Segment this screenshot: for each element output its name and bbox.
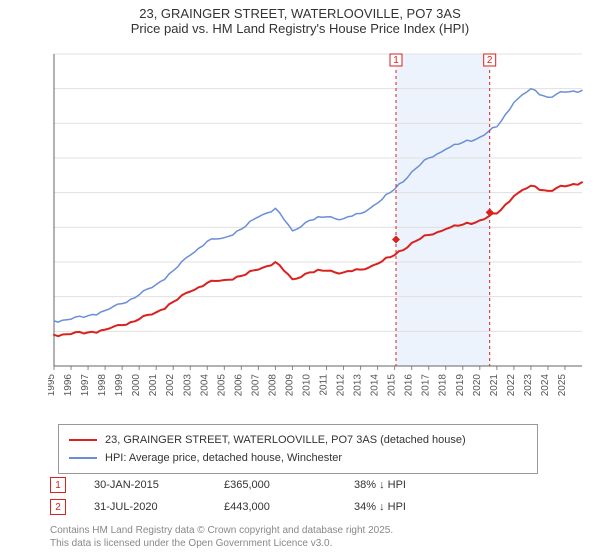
svg-text:2020: 2020: [472, 374, 483, 397]
svg-text:1995: 1995: [48, 374, 57, 397]
svg-text:2004: 2004: [199, 374, 210, 397]
svg-text:1997: 1997: [80, 374, 91, 397]
svg-text:1996: 1996: [63, 374, 74, 397]
title-line1: 23, GRAINGER STREET, WATERLOOVILLE, PO7 …: [10, 6, 590, 21]
transaction-delta: 38% ↓ HPI: [354, 479, 474, 491]
title-line2: Price paid vs. HM Land Registry's House …: [10, 21, 590, 36]
marker-number: 2: [55, 502, 61, 513]
legend-label: 23, GRAINGER STREET, WATERLOOVILLE, PO7 …: [105, 434, 466, 446]
svg-text:2017: 2017: [421, 374, 432, 397]
svg-text:2018: 2018: [438, 374, 449, 397]
svg-text:1998: 1998: [97, 374, 108, 397]
svg-text:2016: 2016: [404, 374, 415, 397]
chart-area: £0£100K£200K£300K£400K£500K£600K£700K£80…: [48, 48, 588, 408]
title-block: 23, GRAINGER STREET, WATERLOOVILLE, PO7 …: [0, 0, 600, 38]
transaction-date: 31-JUL-2020: [94, 501, 224, 513]
svg-text:2000: 2000: [131, 374, 142, 397]
svg-text:2015: 2015: [387, 374, 398, 397]
svg-text:2010: 2010: [301, 374, 312, 397]
transaction-date: 30-JAN-2015: [94, 479, 224, 491]
svg-text:2007: 2007: [250, 374, 261, 397]
svg-text:2023: 2023: [523, 374, 534, 397]
svg-text:2008: 2008: [267, 374, 278, 397]
svg-text:1999: 1999: [114, 374, 125, 397]
footer: Contains HM Land Registry data © Crown c…: [50, 524, 570, 550]
chart-container: 23, GRAINGER STREET, WATERLOOVILLE, PO7 …: [0, 0, 600, 560]
svg-text:2014: 2014: [370, 374, 381, 397]
table-row: 1 30-JAN-2015 £365,000 38% ↓ HPI: [50, 474, 550, 496]
svg-text:1: 1: [393, 55, 399, 66]
svg-text:2005: 2005: [216, 374, 227, 397]
svg-text:2002: 2002: [165, 374, 176, 397]
legend-item: 23, GRAINGER STREET, WATERLOOVILLE, PO7 …: [69, 431, 527, 449]
table-row: 2 31-JUL-2020 £443,000 34% ↓ HPI: [50, 496, 550, 518]
transaction-delta: 34% ↓ HPI: [354, 501, 474, 513]
marker-badge: 1: [50, 477, 66, 493]
svg-text:2019: 2019: [455, 374, 466, 397]
svg-text:2009: 2009: [284, 374, 295, 397]
svg-text:2012: 2012: [336, 374, 347, 397]
transaction-price: £365,000: [224, 479, 354, 491]
legend-item: HPI: Average price, detached house, Winc…: [69, 449, 527, 467]
svg-text:2001: 2001: [148, 374, 159, 397]
legend: 23, GRAINGER STREET, WATERLOOVILLE, PO7 …: [58, 424, 538, 474]
svg-text:2025: 2025: [557, 374, 568, 397]
svg-text:2006: 2006: [233, 374, 244, 397]
marker-number: 1: [55, 480, 61, 491]
legend-swatch: [69, 439, 97, 441]
svg-text:2011: 2011: [319, 374, 330, 396]
footer-line2: This data is licensed under the Open Gov…: [50, 537, 570, 550]
svg-text:2021: 2021: [489, 374, 500, 397]
legend-label: HPI: Average price, detached house, Winc…: [105, 452, 342, 464]
footer-line1: Contains HM Land Registry data © Crown c…: [50, 524, 570, 537]
svg-text:2024: 2024: [540, 374, 551, 397]
transaction-table: 1 30-JAN-2015 £365,000 38% ↓ HPI 2 31-JU…: [50, 474, 550, 518]
svg-text:2013: 2013: [353, 374, 364, 397]
line-chart: £0£100K£200K£300K£400K£500K£600K£700K£80…: [48, 48, 588, 408]
svg-text:2022: 2022: [506, 374, 517, 397]
svg-text:2003: 2003: [182, 374, 193, 397]
transaction-price: £443,000: [224, 501, 354, 513]
marker-badge: 2: [50, 499, 66, 515]
svg-text:2: 2: [487, 55, 493, 66]
legend-swatch: [69, 457, 97, 459]
